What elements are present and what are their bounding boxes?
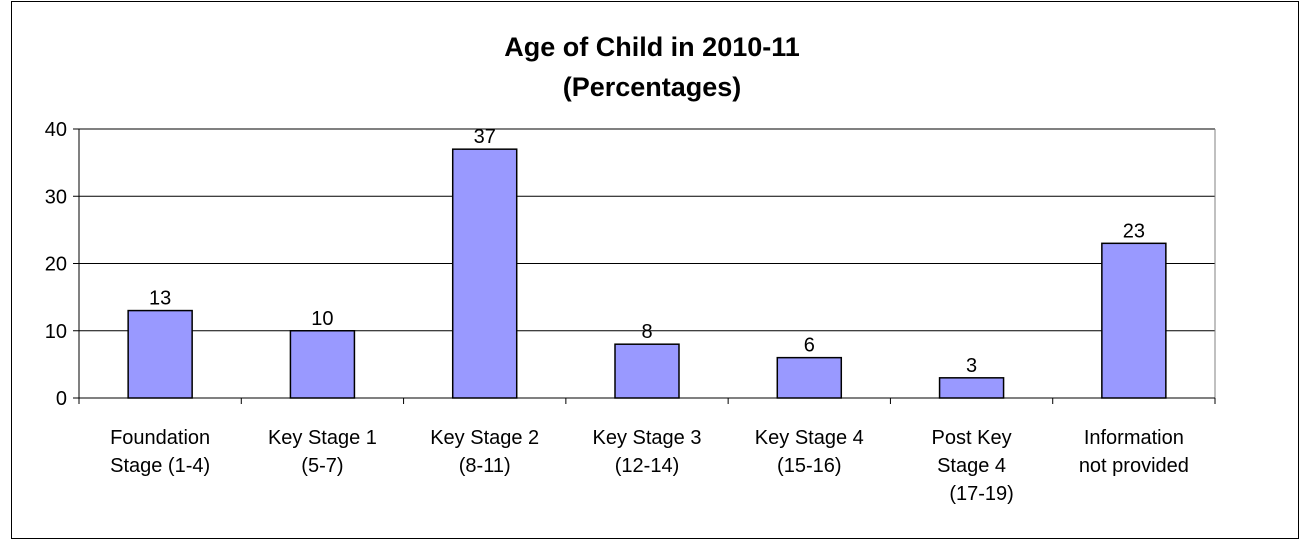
- bar: [776, 356, 843, 399]
- x-tick-label: Key Stage 4 (15-16): [755, 427, 864, 477]
- y-tick-label: 0: [56, 388, 67, 410]
- x-tick-label: Key Stage 1 (5-7): [268, 427, 377, 477]
- chart-title-line: Age of Child in 2010-11: [504, 32, 800, 62]
- y-axis: 0 10 20 30 40: [45, 119, 80, 410]
- gridlines: [79, 128, 1216, 398]
- data-label: 6: [804, 335, 815, 357]
- chart-frame: [11, 1, 1299, 539]
- bar: [451, 148, 518, 399]
- bar: [289, 330, 356, 399]
- x-tick-label: Post Key Stage 4 (17-19): [932, 427, 1014, 505]
- x-tick-label: Foundation Stage (1-4): [110, 427, 210, 477]
- y-tick-label: 40: [45, 119, 67, 141]
- bar: [1101, 242, 1167, 399]
- chart-title-line: (Percentages): [563, 72, 742, 102]
- bar: [614, 343, 680, 399]
- bar: [938, 377, 1005, 399]
- y-tick-label: 30: [45, 186, 67, 208]
- data-label: 23: [1123, 220, 1145, 242]
- y-tick-label: 10: [45, 321, 67, 343]
- x-tick-label: Information not provided: [1079, 427, 1189, 477]
- data-label: 10: [311, 308, 333, 330]
- data-label: 8: [641, 321, 652, 343]
- data-label: 37: [474, 126, 496, 148]
- x-tick-label: Key Stage 2 (8-11): [430, 427, 539, 477]
- x-tick-label: Key Stage 3 (12-14): [593, 427, 702, 477]
- chart-title: Age of Child in 2010-11 (Percentages): [504, 32, 800, 102]
- data-label: 3: [966, 355, 977, 377]
- x-axis: Foundation Stage (1-4) Key Stage 1 (5-7) Key…: [78, 397, 1216, 505]
- bars: 13 10 37 8 6 3 23: [127, 126, 1167, 399]
- y-tick-label: 20: [45, 254, 67, 276]
- data-label: 13: [149, 288, 171, 310]
- bar: [127, 309, 193, 399]
